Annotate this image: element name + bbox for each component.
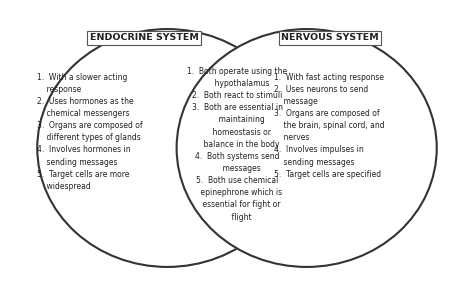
Text: ENDOCRINE SYSTEM: ENDOCRINE SYSTEM <box>90 33 199 42</box>
Text: NERVOUS SYSTEM: NERVOUS SYSTEM <box>281 33 379 42</box>
Ellipse shape <box>177 29 437 267</box>
Text: 1.  With fast acting response
2.  Uses neurons to send
    message
3.  Organs ar: 1. With fast acting response 2. Uses neu… <box>274 73 385 179</box>
Text: 1.  Both operate using the
    hypothalamus
2.  Both react to stimuli
3.  Both a: 1. Both operate using the hypothalamus 2… <box>187 67 287 222</box>
Ellipse shape <box>37 29 297 267</box>
Text: 1.  With a slower acting
    response
2.  Uses hormones as the
    chemical mess: 1. With a slower acting response 2. Uses… <box>37 73 143 191</box>
